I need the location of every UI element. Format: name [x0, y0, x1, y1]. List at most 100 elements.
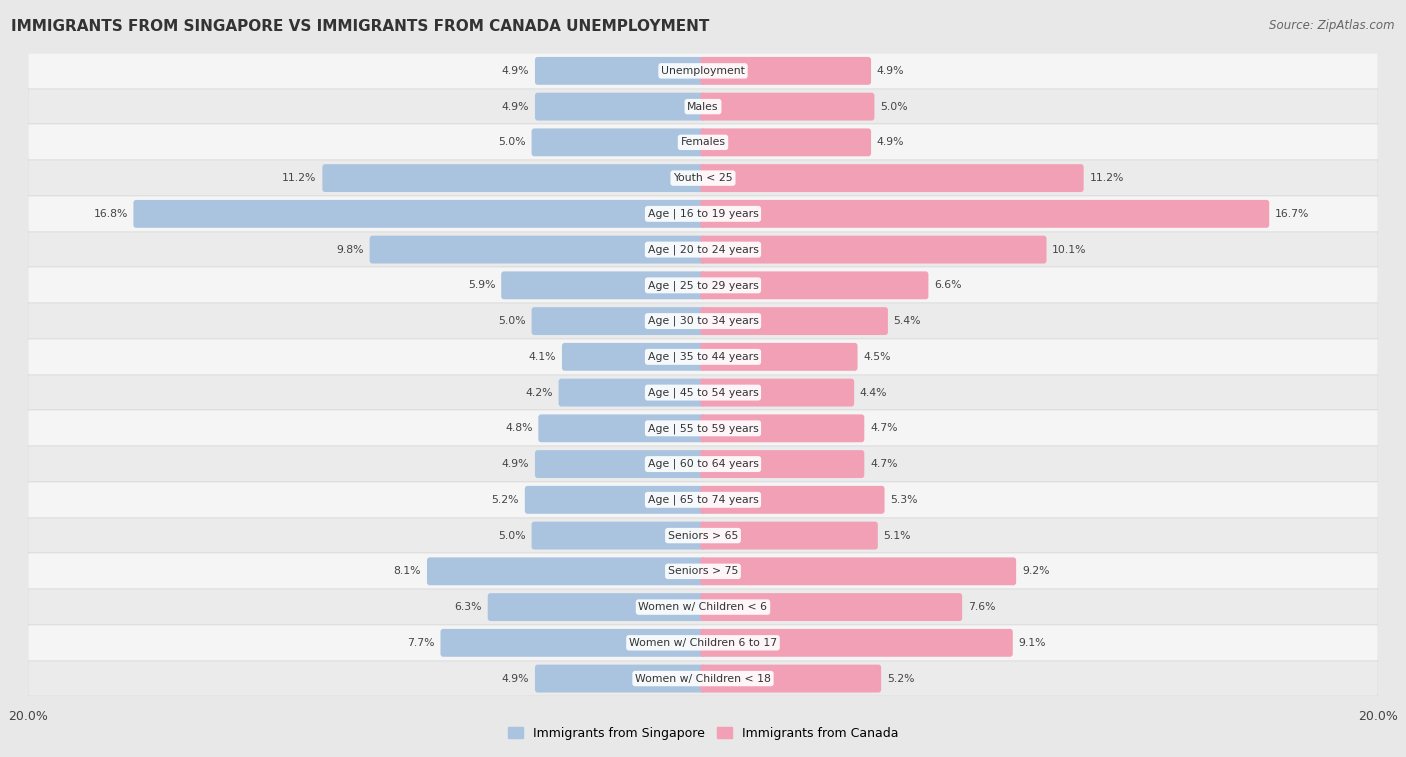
Text: Women w/ Children < 6: Women w/ Children < 6 [638, 602, 768, 612]
FancyBboxPatch shape [700, 57, 872, 85]
Bar [28, 160, 1378, 196]
Text: 5.1%: 5.1% [883, 531, 911, 540]
Text: 9.8%: 9.8% [336, 245, 364, 254]
FancyBboxPatch shape [524, 486, 706, 514]
Bar [28, 267, 1378, 304]
Text: 4.1%: 4.1% [529, 352, 557, 362]
FancyBboxPatch shape [440, 629, 706, 657]
Text: 20.0%: 20.0% [8, 709, 48, 723]
FancyBboxPatch shape [427, 557, 706, 585]
Text: Women w/ Children < 18: Women w/ Children < 18 [636, 674, 770, 684]
Text: Age | 20 to 24 years: Age | 20 to 24 years [648, 245, 758, 255]
FancyBboxPatch shape [562, 343, 706, 371]
FancyBboxPatch shape [322, 164, 706, 192]
FancyBboxPatch shape [531, 129, 706, 156]
Text: 4.9%: 4.9% [502, 101, 529, 111]
Bar [28, 89, 1378, 124]
Text: 7.6%: 7.6% [967, 602, 995, 612]
FancyBboxPatch shape [700, 200, 1270, 228]
Text: 10.1%: 10.1% [1052, 245, 1087, 254]
FancyBboxPatch shape [531, 307, 706, 335]
Text: 16.7%: 16.7% [1275, 209, 1309, 219]
FancyBboxPatch shape [700, 92, 875, 120]
Text: 4.2%: 4.2% [526, 388, 553, 397]
Text: 20.0%: 20.0% [1358, 709, 1398, 723]
Bar [28, 446, 1378, 482]
FancyBboxPatch shape [700, 450, 865, 478]
FancyBboxPatch shape [501, 272, 706, 299]
Bar [28, 482, 1378, 518]
Text: Males: Males [688, 101, 718, 111]
Text: 11.2%: 11.2% [283, 173, 316, 183]
FancyBboxPatch shape [700, 414, 865, 442]
Text: Age | 25 to 29 years: Age | 25 to 29 years [648, 280, 758, 291]
Bar [28, 625, 1378, 661]
FancyBboxPatch shape [700, 129, 872, 156]
Text: IMMIGRANTS FROM SINGAPORE VS IMMIGRANTS FROM CANADA UNEMPLOYMENT: IMMIGRANTS FROM SINGAPORE VS IMMIGRANTS … [11, 19, 710, 34]
Bar [28, 589, 1378, 625]
Text: Seniors > 75: Seniors > 75 [668, 566, 738, 576]
Bar [28, 553, 1378, 589]
Text: Age | 55 to 59 years: Age | 55 to 59 years [648, 423, 758, 434]
Text: 4.4%: 4.4% [860, 388, 887, 397]
Text: 4.8%: 4.8% [505, 423, 533, 433]
Text: 5.0%: 5.0% [498, 316, 526, 326]
Text: 4.9%: 4.9% [502, 674, 529, 684]
FancyBboxPatch shape [700, 629, 1012, 657]
Text: 5.2%: 5.2% [887, 674, 914, 684]
FancyBboxPatch shape [134, 200, 706, 228]
Bar [28, 53, 1378, 89]
FancyBboxPatch shape [488, 593, 706, 621]
Bar [28, 339, 1378, 375]
Text: Youth < 25: Youth < 25 [673, 173, 733, 183]
FancyBboxPatch shape [370, 235, 706, 263]
Text: 9.1%: 9.1% [1018, 638, 1046, 648]
Text: 9.2%: 9.2% [1022, 566, 1049, 576]
Legend: Immigrants from Singapore, Immigrants from Canada: Immigrants from Singapore, Immigrants fr… [502, 722, 904, 745]
Text: Age | 60 to 64 years: Age | 60 to 64 years [648, 459, 758, 469]
Bar [28, 410, 1378, 446]
Text: 4.9%: 4.9% [502, 66, 529, 76]
Text: 8.1%: 8.1% [394, 566, 422, 576]
FancyBboxPatch shape [700, 665, 882, 693]
Text: 5.0%: 5.0% [498, 531, 526, 540]
Text: 11.2%: 11.2% [1090, 173, 1123, 183]
Text: 6.6%: 6.6% [934, 280, 962, 291]
Text: Age | 45 to 54 years: Age | 45 to 54 years [648, 388, 758, 398]
FancyBboxPatch shape [700, 522, 877, 550]
Text: 16.8%: 16.8% [93, 209, 128, 219]
Text: Source: ZipAtlas.com: Source: ZipAtlas.com [1270, 19, 1395, 32]
Bar [28, 196, 1378, 232]
FancyBboxPatch shape [700, 307, 889, 335]
FancyBboxPatch shape [534, 92, 706, 120]
Text: 4.9%: 4.9% [877, 66, 904, 76]
FancyBboxPatch shape [700, 486, 884, 514]
Text: Women w/ Children 6 to 17: Women w/ Children 6 to 17 [628, 638, 778, 648]
Text: Age | 30 to 34 years: Age | 30 to 34 years [648, 316, 758, 326]
Bar [28, 124, 1378, 160]
Text: 5.0%: 5.0% [880, 101, 908, 111]
FancyBboxPatch shape [538, 414, 706, 442]
FancyBboxPatch shape [700, 235, 1046, 263]
Text: 7.7%: 7.7% [408, 638, 434, 648]
Bar [28, 375, 1378, 410]
Text: 5.0%: 5.0% [498, 137, 526, 148]
FancyBboxPatch shape [700, 557, 1017, 585]
Bar [28, 304, 1378, 339]
Text: Unemployment: Unemployment [661, 66, 745, 76]
FancyBboxPatch shape [700, 593, 962, 621]
Text: Seniors > 65: Seniors > 65 [668, 531, 738, 540]
Text: Age | 35 to 44 years: Age | 35 to 44 years [648, 351, 758, 362]
Bar [28, 232, 1378, 267]
FancyBboxPatch shape [558, 378, 706, 407]
FancyBboxPatch shape [534, 665, 706, 693]
FancyBboxPatch shape [700, 378, 855, 407]
Text: Age | 65 to 74 years: Age | 65 to 74 years [648, 494, 758, 505]
Text: 4.9%: 4.9% [502, 459, 529, 469]
Text: 5.9%: 5.9% [468, 280, 495, 291]
Bar [28, 518, 1378, 553]
Text: 4.7%: 4.7% [870, 459, 897, 469]
FancyBboxPatch shape [534, 57, 706, 85]
FancyBboxPatch shape [531, 522, 706, 550]
Text: 6.3%: 6.3% [454, 602, 482, 612]
